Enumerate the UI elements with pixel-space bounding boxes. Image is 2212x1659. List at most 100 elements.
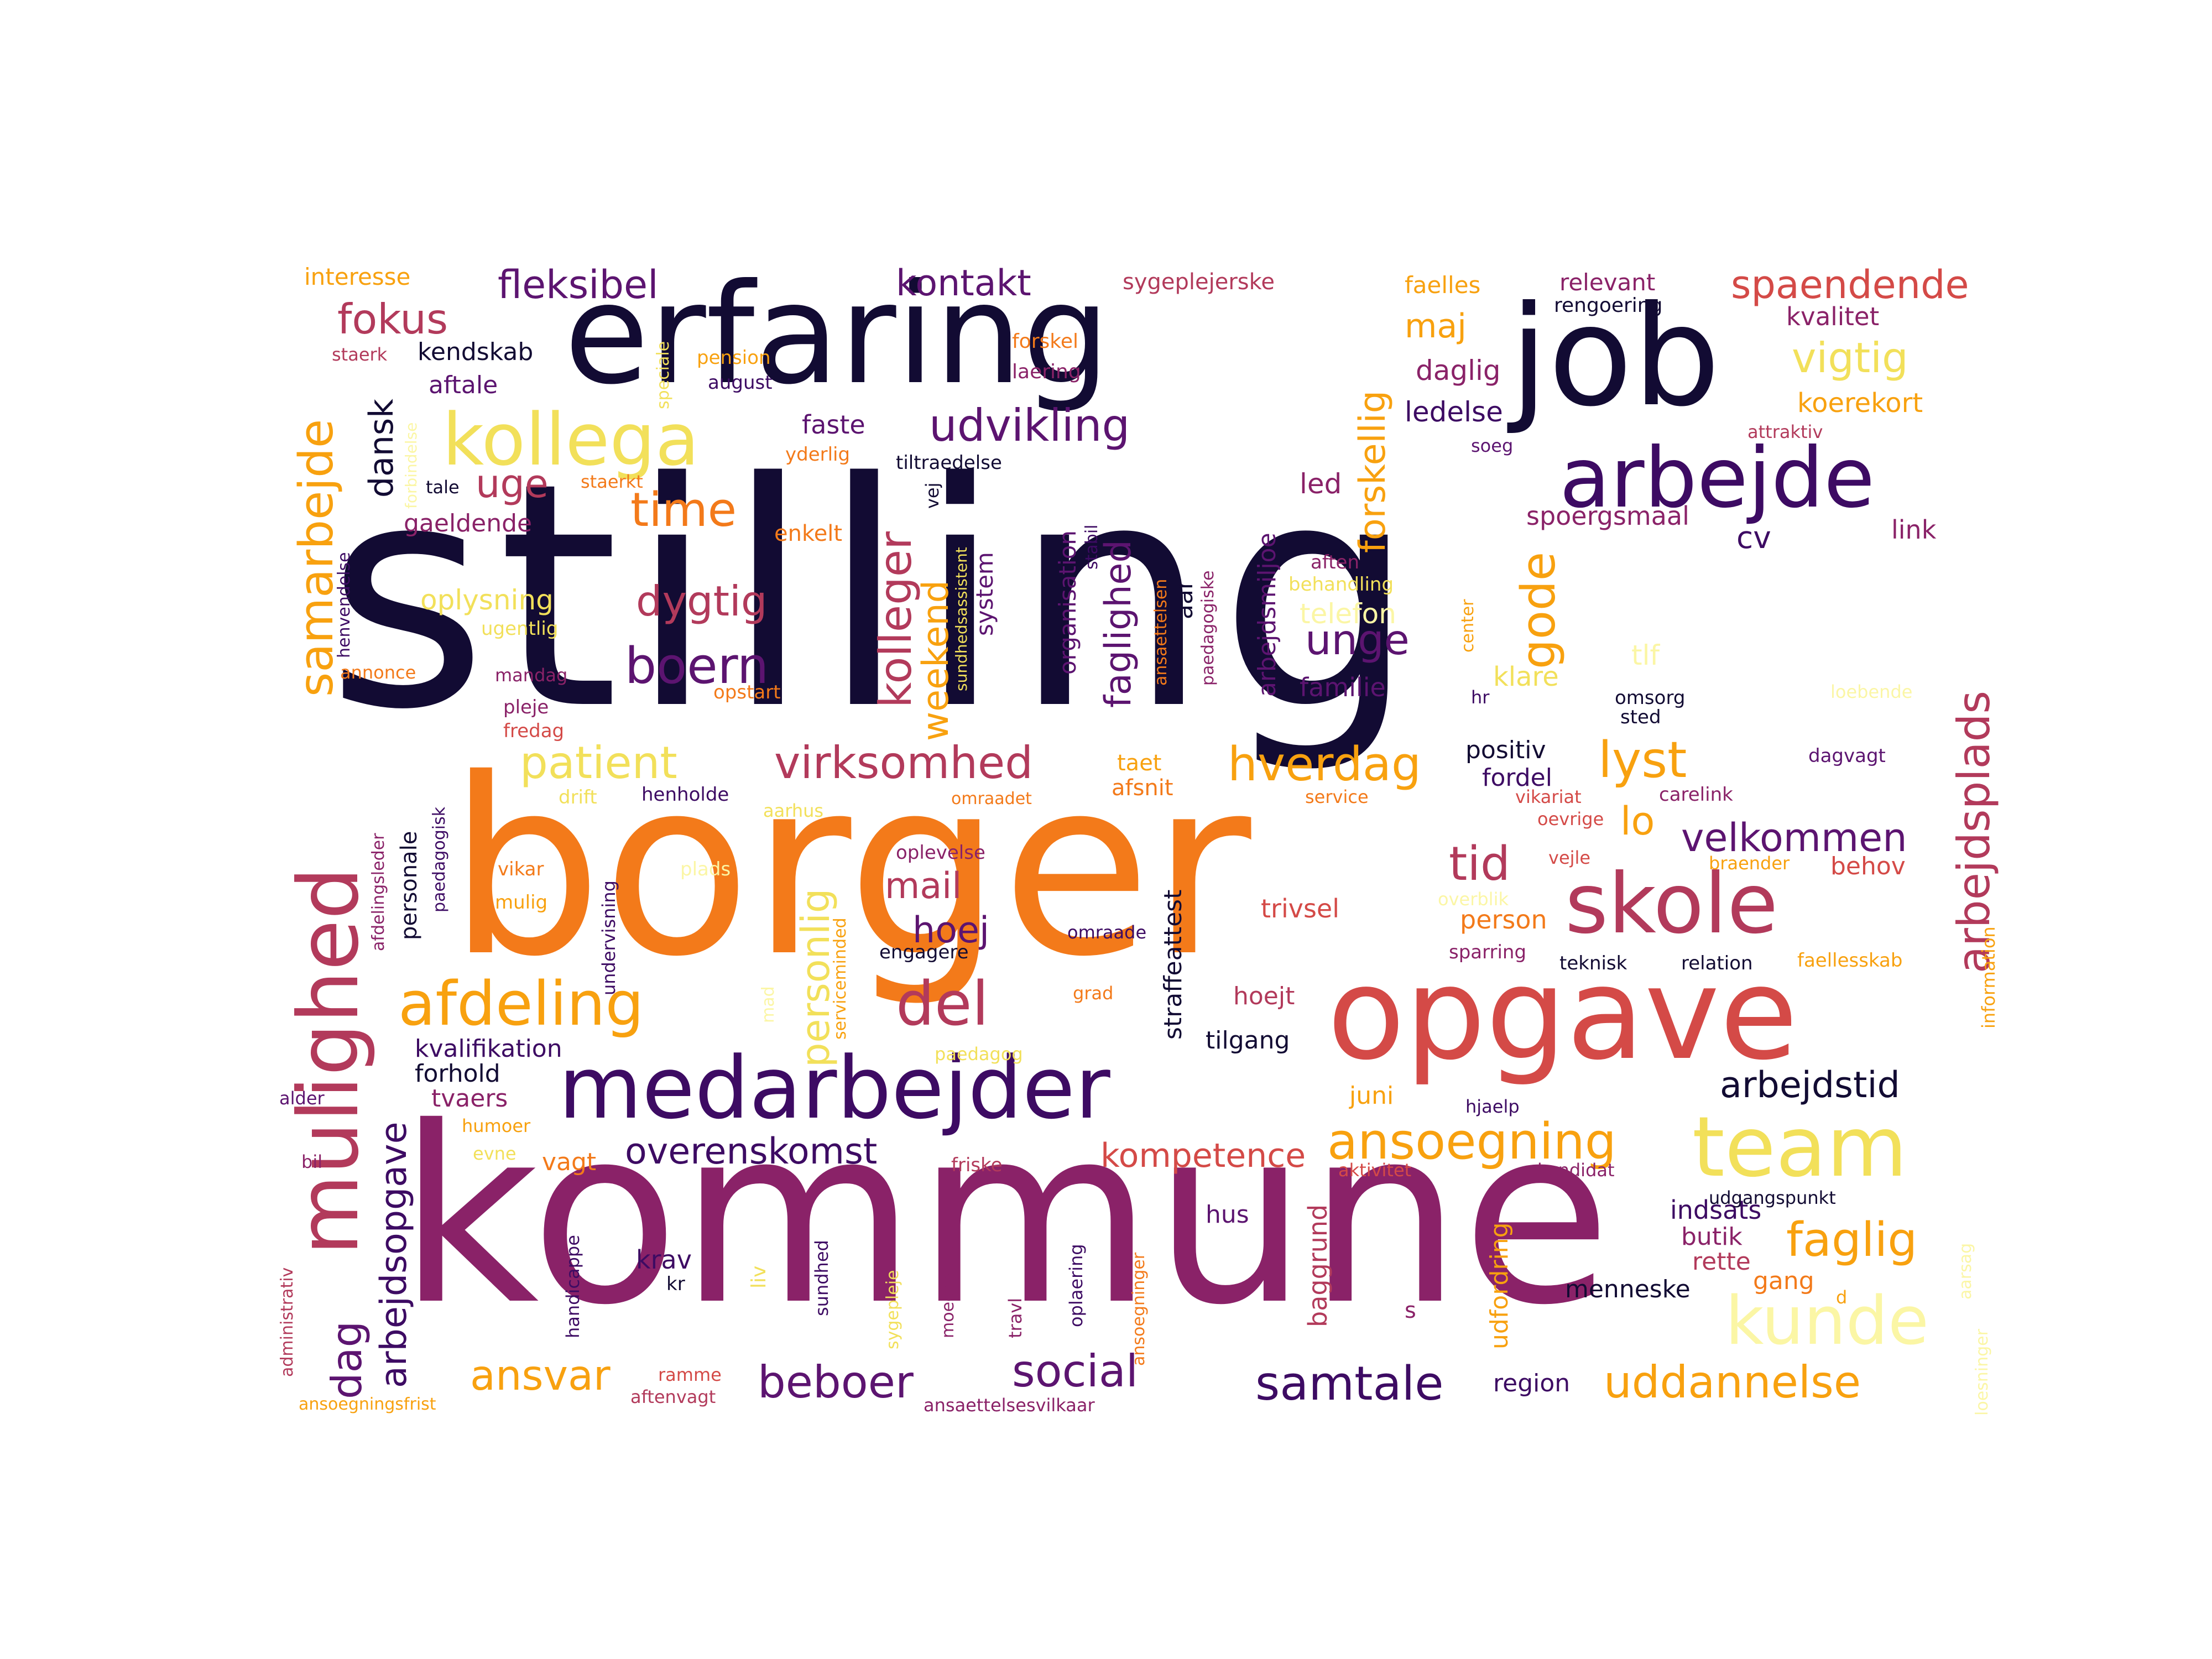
word-arbejde: arbejde bbox=[1559, 430, 1875, 526]
word-august: august bbox=[708, 372, 773, 394]
word-personlig: personlig bbox=[793, 888, 838, 1067]
word-familie: familie bbox=[1300, 672, 1386, 702]
word-mulig: mulig bbox=[495, 891, 548, 914]
word-oplaering: oplaering bbox=[1066, 1244, 1087, 1327]
word-baggrund: baggrund bbox=[1303, 1204, 1333, 1327]
word-faellesskab: faellesskab bbox=[1797, 950, 1903, 972]
word-tiltraedelse: tiltraedelse bbox=[896, 452, 1002, 474]
word-undervisning: undervisning bbox=[598, 880, 619, 995]
word-opstart: opstart bbox=[713, 681, 781, 703]
word-ramme: ramme bbox=[658, 1364, 722, 1385]
word-klare: klare bbox=[1493, 661, 1559, 692]
word-kvalitet: kvalitet bbox=[1786, 302, 1880, 331]
word-fordel: fordel bbox=[1482, 764, 1552, 792]
word-erfaring: erfaring bbox=[564, 254, 1110, 415]
word-plads: plads bbox=[680, 858, 731, 880]
word-sundhed: sundhed bbox=[811, 1240, 832, 1316]
word-hus: hus bbox=[1206, 1201, 1249, 1229]
word-gode: gode bbox=[1511, 551, 1566, 669]
word-sundhedsassistent: sundhedsassistent bbox=[952, 547, 971, 691]
word-bil: bil bbox=[301, 1151, 323, 1172]
word-social: social bbox=[1012, 1345, 1139, 1397]
word-skole: skole bbox=[1565, 856, 1778, 952]
word-henvendelse: henvendelse bbox=[335, 552, 354, 658]
word-omraadet: omraadet bbox=[951, 789, 1032, 808]
word-overenskomst: overenskomst bbox=[625, 1131, 878, 1172]
word-virksomhed: virksomhed bbox=[774, 737, 1034, 789]
word-s: s bbox=[1405, 1298, 1416, 1323]
word-opgave: opgave bbox=[1327, 941, 1798, 1088]
word-koerekort: koerekort bbox=[1797, 388, 1923, 419]
word-administrativ: administrativ bbox=[278, 1267, 297, 1377]
word-region: region bbox=[1493, 1369, 1571, 1397]
word-omraade: omraade bbox=[1067, 922, 1147, 943]
word-vejle: vejle bbox=[1548, 847, 1591, 868]
word-kolleger: kolleger bbox=[870, 531, 921, 708]
word-fokus: fokus bbox=[337, 295, 448, 343]
word-velkommen: velkommen bbox=[1681, 815, 1907, 860]
word-paedagog: paedagog bbox=[935, 1044, 1023, 1065]
word-krav: krav bbox=[636, 1245, 692, 1275]
word-taet: taet bbox=[1117, 750, 1162, 776]
word-tvaers: tvaers bbox=[431, 1084, 508, 1113]
word-led: led bbox=[1300, 468, 1342, 500]
word-pension: pension bbox=[697, 347, 771, 369]
word-omsorg: omsorg bbox=[1615, 687, 1686, 709]
word-hverdag: hverdag bbox=[1228, 737, 1421, 792]
word-kontakt: kontakt bbox=[896, 263, 1031, 304]
word-vagt: vagt bbox=[542, 1148, 597, 1176]
word-gaeldende: gaeldende bbox=[404, 509, 533, 538]
word-arbejdstid: arbejdstid bbox=[1720, 1065, 1900, 1106]
word-forskellig: forskellig bbox=[1352, 390, 1394, 553]
word-sygeplejerske: sygeplejerske bbox=[1123, 269, 1275, 295]
word-serviceminded: serviceminded bbox=[831, 917, 850, 1040]
word-stabil: stabil bbox=[1082, 524, 1102, 570]
word-kompetence: kompetence bbox=[1100, 1136, 1306, 1175]
word-speciale: speciale bbox=[654, 341, 673, 409]
word-ansaettelsesvilkaar: ansaettelsesvilkaar bbox=[924, 1395, 1095, 1416]
word-faste: faste bbox=[802, 410, 865, 440]
word-relevant: relevant bbox=[1559, 269, 1656, 296]
word-laering: laering bbox=[1012, 361, 1081, 383]
word-samarbejde: samarbejde bbox=[289, 419, 344, 697]
word-dagvagt: dagvagt bbox=[1808, 745, 1886, 767]
word-udgangspunkt: udgangspunkt bbox=[1709, 1187, 1836, 1208]
word-liv: liv bbox=[748, 1265, 770, 1288]
word-afsnit: afsnit bbox=[1112, 775, 1173, 801]
word-attraktiv: attraktiv bbox=[1747, 421, 1823, 442]
word-service: service bbox=[1305, 786, 1369, 807]
word-tid: tid bbox=[1449, 837, 1510, 891]
word-humoer: humoer bbox=[462, 1115, 531, 1136]
word-aftale: aftale bbox=[429, 371, 498, 399]
word-tilgang: tilgang bbox=[1206, 1026, 1290, 1055]
word-mad: mad bbox=[759, 986, 778, 1023]
word-fredag: fredag bbox=[503, 720, 565, 742]
word-pleje: pleje bbox=[503, 696, 549, 718]
word-henholde: henholde bbox=[641, 784, 729, 806]
word-rengoering: rengoering bbox=[1554, 294, 1663, 317]
word-unge: unge bbox=[1305, 615, 1410, 664]
word-ansvar: ansvar bbox=[470, 1351, 611, 1400]
word-beboer: beboer bbox=[758, 1357, 914, 1408]
word-cv: cv bbox=[1736, 520, 1771, 555]
word-menneske: menneske bbox=[1565, 1275, 1691, 1303]
word-patient: patient bbox=[520, 737, 677, 789]
word-aar: aar bbox=[1170, 579, 1198, 619]
word-kandidat: kandidat bbox=[1537, 1160, 1615, 1181]
word-travl: travl bbox=[1005, 1297, 1026, 1338]
word-behandling: behandling bbox=[1288, 573, 1394, 596]
word-vigtig: vigtig bbox=[1792, 333, 1908, 382]
word-link: link bbox=[1891, 515, 1937, 545]
word-dygtig: dygtig bbox=[636, 577, 768, 625]
word-fleksibel: fleksibel bbox=[498, 262, 659, 307]
word-spoergsmaal: spoergsmaal bbox=[1526, 501, 1689, 531]
word-hr: hr bbox=[1471, 687, 1490, 708]
word-medarbejder: medarbejder bbox=[559, 1038, 1110, 1138]
word-ansaettelsen: ansaettelsen bbox=[1151, 578, 1171, 686]
word-teknisk: teknisk bbox=[1559, 952, 1627, 974]
word-center: center bbox=[1458, 599, 1478, 653]
word-vikar: vikar bbox=[498, 858, 544, 880]
word-butik: butik bbox=[1681, 1223, 1743, 1251]
word-carelink: carelink bbox=[1659, 784, 1733, 806]
word-positiv: positiv bbox=[1465, 736, 1546, 764]
